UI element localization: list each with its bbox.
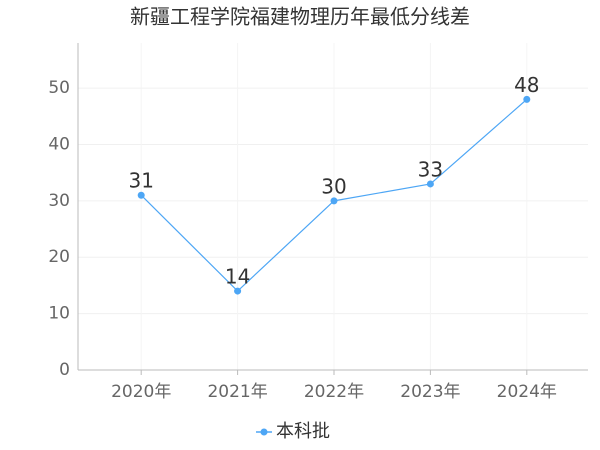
point (234, 287, 242, 295)
y-tick-label: 10 (48, 304, 70, 324)
x-tick-label: 2022年 (304, 382, 364, 402)
x-tick-label: 2023年 (400, 382, 460, 402)
legend-marker (260, 428, 268, 436)
data-label: 31 (128, 169, 153, 193)
point (523, 95, 531, 103)
point (426, 180, 434, 188)
y-tick-label: 0 (59, 360, 70, 380)
legend-label: 本科批 (276, 421, 330, 442)
point (330, 197, 338, 205)
y-tick-label: 50 (48, 78, 70, 98)
y-tick-label: 40 (48, 134, 70, 154)
point (137, 191, 145, 199)
chart-title: 新疆工程学院福建物理历年最低分线差 (130, 5, 470, 29)
x-tick-label: 2021年 (207, 382, 267, 402)
data-label: 33 (418, 157, 443, 181)
y-tick-label: 30 (48, 191, 70, 211)
x-tick-label: 2020年 (111, 382, 171, 402)
x-tick-label: 2024年 (497, 382, 557, 402)
y-tick-label: 20 (48, 247, 70, 267)
data-label: 48 (514, 73, 539, 97)
data-label: 14 (225, 265, 250, 289)
data-label: 30 (321, 174, 346, 198)
